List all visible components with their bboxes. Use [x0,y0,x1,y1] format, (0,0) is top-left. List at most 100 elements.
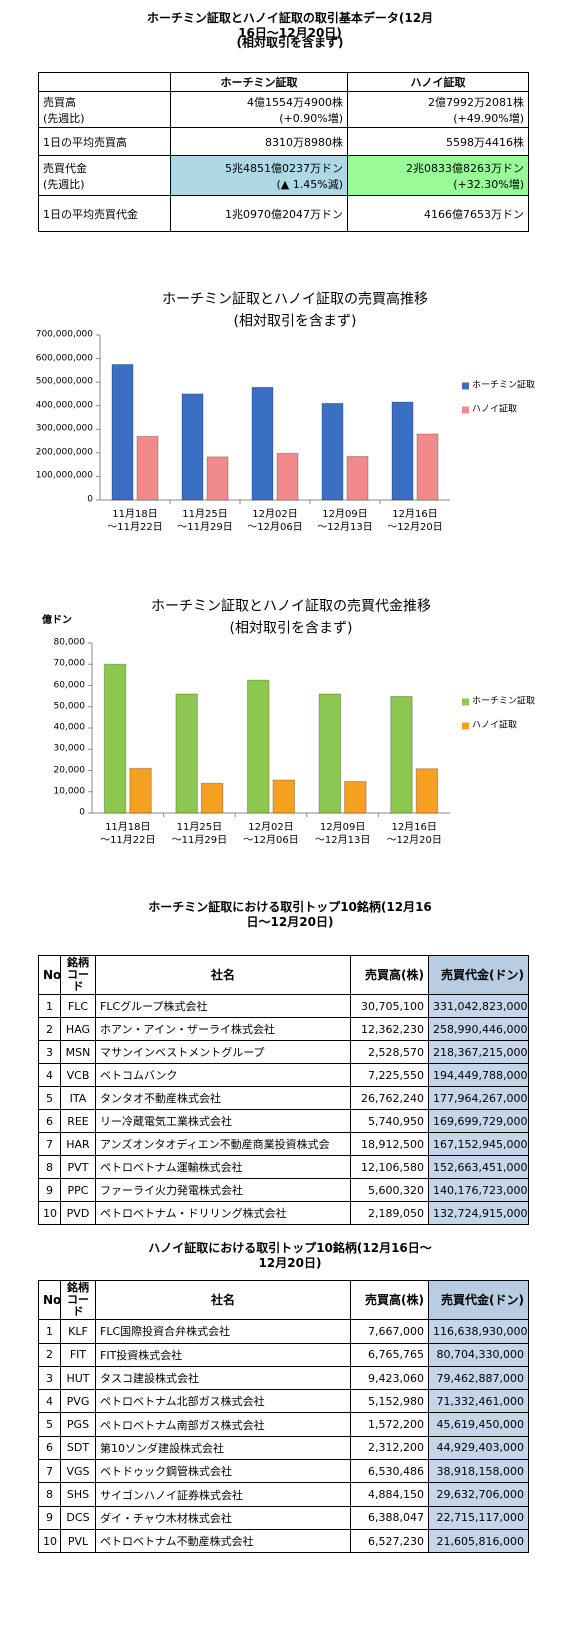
bar [136,435,159,501]
table-head: No 銘柄 コード 社名 売買高(株) 売買代金(ドン) [38,1279,529,1321]
table-cell: FIT投資株式会社 [95,1342,351,1367]
table-cell: 2,528,570 [350,1040,429,1065]
summary-table: ホーチミン証取 ハノイ証取売買高 (先週比) 4億1554万4900株 (+0.90… [38,72,529,232]
y-tick-label: 70,000 [53,658,86,669]
table-cell: SDT [60,1435,96,1461]
table-cell: 2,189,050 [350,1201,429,1226]
table-cell: FIT [60,1342,96,1367]
table-cell: 3 [38,1040,61,1065]
summary-cell: 1日の平均売買代金 [38,195,171,232]
table-cell: ペトロベトナム南部ガス株式会社 [95,1412,351,1437]
chart-title: ホーチミン証取とハノイ証取の売買代金推移 [151,598,431,615]
x-tick-label: 12月16日 ～12月20日 [386,822,442,846]
bar [272,779,295,814]
table-body: 1 FLC FLCグループ株式会社 30,705,100 331,042,823,000… [38,994,529,1226]
y-tick-label: 700,000,000 [35,329,93,340]
y-tick-label: 10,000 [53,786,86,797]
y-tick-label: 20,000 [53,764,86,775]
table-cell: 4 [38,1063,61,1088]
bar [181,393,204,501]
header-cell: ハノイ証取 [347,72,529,92]
summary-cell: 4166億7653万ドン [347,195,529,232]
header-cell: No [38,954,61,996]
y-tick-label: 400,000,000 [35,400,93,411]
table-cell: 6,388,047 [350,1505,429,1530]
table-row: 10 PVL ペトロベトナム不動産株式会社 6,527,230 21,605,816,0… [38,1528,529,1554]
table-cell: HAG [60,1017,96,1042]
x-tick-label: 12月09日 ～12月13日 [314,822,371,846]
summary-cell: 2億7992万2081株 (+49.90%増) [347,91,529,128]
legend-swatch [462,406,469,414]
header-cell: 売買高(株) [350,1279,429,1321]
table-cell: 21,605,816,000 [428,1528,529,1554]
table-cell: 71,332,461,000 [428,1389,529,1414]
table-cell: 140,176,723,000 [428,1178,529,1203]
header-cell: 売買代金(ドン) [428,1279,529,1321]
table-cell: 2,312,200 [350,1435,429,1461]
header-cell: 売買代金(ドン) [428,954,529,996]
summary-cell: 1日の平均売買高 [38,127,171,156]
y-tick-label: 500,000,000 [35,376,93,387]
x-tick-label: 12月16日 ～12月20日 [387,509,443,533]
table-cell: HAR [60,1132,96,1157]
table-row: 5 PGS ペトロベトナム南部ガス株式会社 1,572,200 45,619,450,0… [38,1412,529,1437]
table-cell: 5 [38,1086,61,1111]
table-cell: 4,884,150 [350,1482,429,1507]
table-cell: 167,152,945,000 [428,1132,529,1157]
header-cell: No [38,1279,61,1321]
table-row: 9 PPC ファーライ火力発電株式会社 5,600,320 140,176,723,00… [38,1178,529,1203]
x-tick-label: 11月25日 ～11月29日 [177,509,233,533]
table-cell: 7,225,550 [350,1063,429,1088]
y-tick-label: 30,000 [53,743,86,754]
summary-cell: 4億1554万4900株 (+0.90%増) [170,91,348,128]
table-cell: ペトロベトナム不動産株式会社 [95,1528,351,1554]
table-cell: サイゴンハノイ証券株式会社 [95,1482,351,1507]
bar [346,455,369,501]
bar [276,452,299,501]
table-row: 6 SDT 第10ソンダ建設株式会社 2,312,200 44,929,403,000 [38,1435,529,1461]
table-cell: ベトドゥック鋼管株式会社 [95,1459,351,1484]
table-cell: 258,990,446,000 [428,1017,529,1042]
table-row: 2 FIT FIT投資株式会社 6,765,765 80,704,330,000 [38,1342,529,1367]
bar [103,663,127,814]
table-cell: SHS [60,1482,96,1507]
bar [344,781,367,814]
x-tick-label: 11月18日 ～11月22日 [100,822,156,846]
table-row: 4 VCB ベトコムバンク 7,225,550 194,449,788,000 [38,1063,529,1088]
y-tick-label: 40,000 [53,722,86,733]
table-head: No 銘柄 コード 社名 売買高(株) 売買代金(ドン) [38,954,529,996]
header-row: No 銘柄 コード 社名 売買高(株) 売買代金(ドン) [38,954,529,996]
table-cell: 79,462,887,000 [428,1365,529,1391]
table-cell: 169,699,729,000 [428,1109,529,1134]
summary-row: 1日の平均売買高 8310万8980株 5598万4416株 [38,127,529,156]
bar [200,782,224,814]
table-cell: 7 [38,1132,61,1157]
y-tick-label: 0 [79,807,85,818]
table-cell: 80,704,330,000 [428,1342,529,1367]
table-row: 3 MSN マサンインベストメントグループ 2,528,570 218,367,215,… [38,1040,529,1065]
bar [390,695,413,814]
table-row: 3 HUT タスコ建設株式会社 9,423,060 79,462,887,000 [38,1365,529,1391]
bar [129,767,152,814]
header-cell: ホーチミン証取 [170,72,348,92]
table-cell: FLC国際投資合弁株式会社 [95,1319,351,1344]
bar [416,433,439,501]
legend-swatch [462,722,469,730]
y-tick-label: 300,000,000 [35,423,93,434]
summary-subtitle: (相対取引を含まず) [236,35,344,50]
summary-cell: 売買高 (先週比) [38,91,171,128]
table-cell: 45,619,450,000 [428,1412,529,1437]
table-row: 6 REE リー冷蔵電気工業株式会社 5,740,950 169,699,729,000 [38,1109,529,1134]
header-cell: 銘柄 コード [60,1279,96,1321]
table-cell: 12,362,230 [350,1017,429,1042]
table-cell: 5,740,950 [350,1109,429,1134]
chart-title: ホーチミン証取とハノイ証取の売買高推移 [162,291,428,308]
table-body: 1 KLF FLC国際投資合弁株式会社 7,667,000 116,638,930,00… [38,1319,529,1554]
table-cell: ダイ・チャウ木材株式会社 [95,1505,351,1530]
x-tick-label: 12月09日 ～12月13日 [317,509,373,533]
table-cell: ITA [60,1086,96,1111]
legend-label: ハノイ証取 [472,404,518,415]
table-row: 8 SHS サイゴンハノイ証券株式会社 4,884,150 29,632,706,000 [38,1482,529,1507]
bar [247,679,270,814]
